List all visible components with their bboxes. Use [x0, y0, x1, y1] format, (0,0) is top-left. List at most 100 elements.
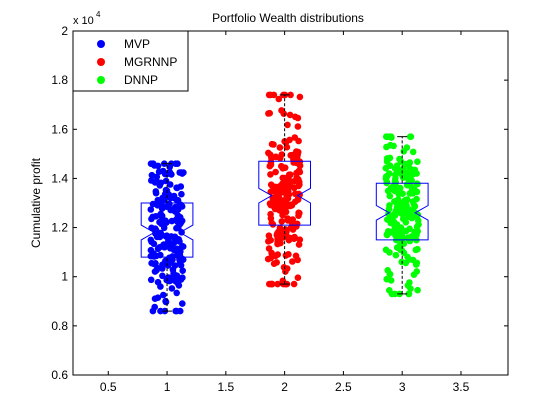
y-tick-label: 1: [61, 270, 68, 284]
data-point: [166, 181, 174, 188]
data-point: [414, 217, 422, 224]
data-point: [272, 168, 279, 176]
legend-item-mvp: MVP: [97, 37, 150, 51]
data-point: [294, 123, 302, 130]
data-point: [278, 218, 286, 225]
data-point: [408, 188, 416, 195]
data-point: [383, 155, 391, 162]
data-point: [406, 133, 414, 140]
data-point: [158, 205, 166, 212]
axes: 0.5 1 1.5 2 2.5 3 3.5 0.6 0.8 1 1.2 1.4 1.6 1.8 2: [51, 24, 509, 394]
data-point: [291, 113, 299, 121]
data-point: [286, 136, 293, 144]
data-point: [174, 160, 181, 167]
data-point: [274, 251, 282, 258]
data-point: [391, 290, 399, 298]
data-point: [386, 202, 393, 209]
data-point: [398, 171, 406, 178]
data-point: [159, 272, 166, 280]
y-tick-label: 1.6: [51, 122, 68, 136]
data-point: [409, 148, 417, 156]
data-point: [398, 166, 406, 174]
data-point: [294, 274, 302, 282]
data-point: [154, 294, 162, 302]
data-point: [275, 187, 283, 195]
data-point: [274, 280, 281, 288]
data-point: [383, 133, 390, 140]
data-point: [147, 246, 155, 254]
data-point: [179, 267, 186, 275]
data-point: [280, 234, 287, 241]
data-point: [392, 179, 400, 186]
legend-label: DNNP: [124, 73, 158, 87]
legend-marker: [97, 58, 105, 66]
data-point: [287, 171, 294, 178]
data-point: [161, 243, 168, 251]
data-point: [168, 285, 176, 292]
data-point: [287, 152, 295, 159]
data-point: [384, 228, 392, 235]
data-point: [160, 224, 168, 232]
data-point: [284, 217, 292, 224]
data-point: [295, 212, 302, 219]
data-point: [394, 196, 402, 203]
data-point: [410, 271, 418, 279]
data-point: [389, 213, 397, 220]
data-point: [286, 181, 294, 188]
data-point: [393, 244, 401, 251]
data-point: [405, 290, 413, 298]
data-point: [294, 256, 302, 264]
data-point: [282, 252, 290, 259]
data-point: [386, 192, 394, 200]
data-point: [268, 249, 275, 257]
data-point: [392, 251, 400, 259]
data-point: [400, 148, 408, 155]
data-point: [384, 187, 392, 195]
legend-label: MVP: [124, 37, 150, 51]
data-point: [406, 225, 413, 233]
data-point: [179, 300, 186, 307]
data-point: [269, 221, 277, 228]
data-point: [296, 236, 304, 243]
data-point: [278, 229, 286, 236]
axes-frame: [72, 30, 509, 376]
data-point: [163, 218, 170, 226]
data-point: [401, 196, 409, 204]
data-point: [273, 192, 280, 200]
legend-item-dnnp: DNNP: [97, 73, 158, 87]
data-point: [270, 141, 277, 148]
data-point: [281, 138, 288, 145]
data-point: [275, 95, 283, 103]
data-point: [155, 199, 163, 206]
data-point: [293, 220, 301, 228]
data-point: [397, 224, 405, 231]
data-point: [406, 279, 413, 286]
data-point: [401, 207, 408, 215]
data-point: [163, 233, 171, 241]
data-point: [285, 191, 293, 198]
series-mvp-points: [147, 160, 187, 315]
legend: MVP MGRNNP DNNP: [72, 30, 189, 92]
data-point: [148, 171, 156, 179]
data-point: [147, 276, 155, 284]
data-point: [278, 151, 286, 158]
legend-label: MGRNNP: [124, 55, 177, 69]
data-point: [289, 258, 296, 265]
data-point: [160, 291, 167, 299]
data-point: [407, 183, 415, 190]
data-point: [176, 220, 184, 228]
data-point: [169, 266, 177, 274]
data-point: [412, 246, 420, 254]
data-point: [267, 161, 275, 168]
data-point: [153, 252, 160, 260]
data-point: [291, 233, 298, 241]
data-point: [169, 274, 176, 282]
data-point: [149, 200, 157, 208]
x-tick-label: 1.5: [217, 380, 234, 394]
legend-marker: [97, 40, 105, 48]
data-point: [266, 109, 274, 117]
data-point: [178, 169, 185, 176]
data-point: [273, 231, 281, 239]
data-point: [295, 168, 302, 175]
